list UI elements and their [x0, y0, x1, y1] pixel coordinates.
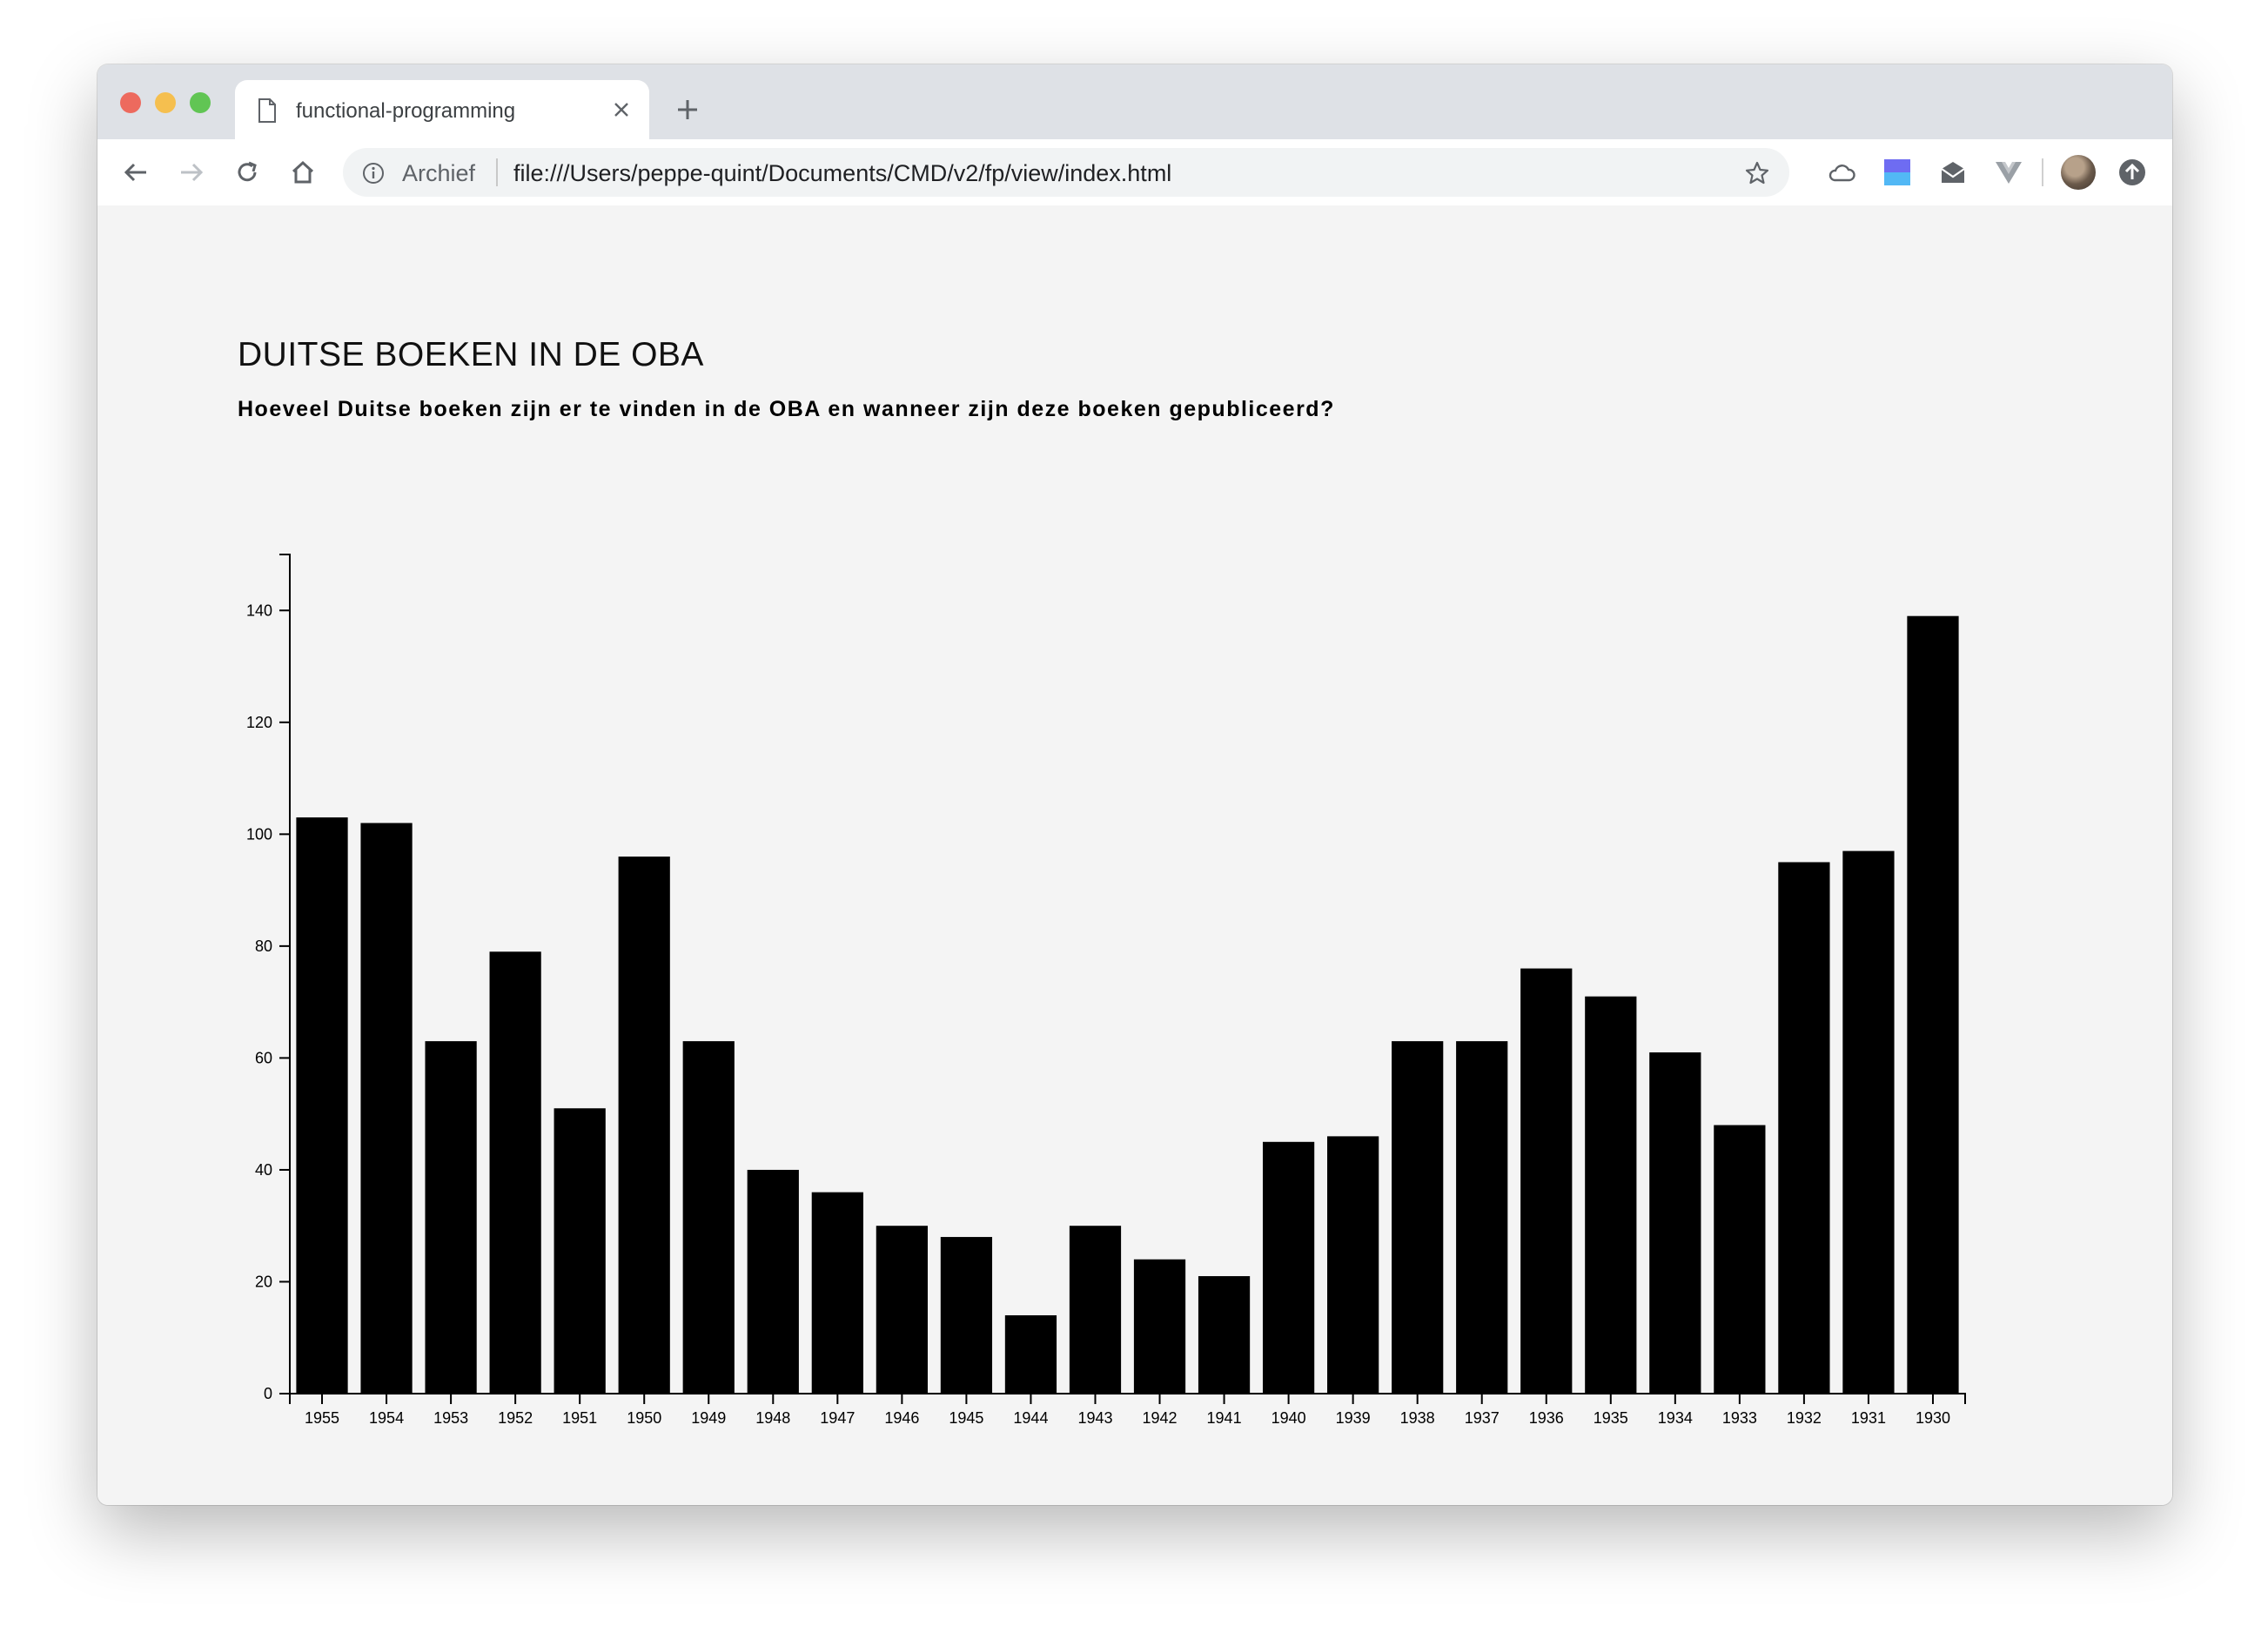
y-tick-label: 80 [255, 937, 272, 955]
x-tick-label: 1931 [1851, 1409, 1886, 1427]
x-axis-line [289, 1393, 1966, 1404]
bar-1941 [1198, 1276, 1251, 1394]
extension-square-icon[interactable] [1882, 157, 1913, 188]
address-separator [496, 158, 498, 186]
cloud-icon[interactable] [1826, 157, 1857, 188]
security-label: Archief [402, 160, 476, 186]
page-subtitle: Hoeveel Duitse boeken zijn er te vinden … [238, 397, 1335, 421]
bar-1932 [1778, 862, 1830, 1394]
x-tick-label: 1932 [1787, 1409, 1822, 1427]
mail-icon[interactable] [1937, 157, 1969, 188]
forward-icon[interactable] [176, 157, 207, 188]
x-tick-label: 1953 [433, 1409, 468, 1427]
close-window-button[interactable] [120, 92, 141, 113]
page-title: DUITSE BOEKEN IN DE OBA [238, 336, 704, 373]
x-tick-label: 1933 [1722, 1409, 1757, 1427]
vue-devtools-icon[interactable] [1993, 157, 2024, 188]
x-tick-label: 1954 [369, 1409, 404, 1427]
page-content: DUITSE BOEKEN IN DE OBA Hoeveel Duitse b… [97, 205, 2172, 1505]
url-text[interactable]: file:///Users/peppe-quint/Documents/CMD/… [513, 160, 1172, 186]
update-icon[interactable] [2117, 157, 2148, 188]
bar-1949 [682, 1041, 735, 1394]
profile-avatar[interactable] [2061, 155, 2096, 190]
x-tick-label: 1955 [305, 1409, 339, 1427]
bar-1940 [1262, 1141, 1315, 1394]
x-tick-label: 1942 [1142, 1409, 1177, 1427]
back-icon[interactable] [120, 157, 151, 188]
bar-1947 [811, 1192, 863, 1394]
close-tab-icon[interactable] [611, 99, 632, 120]
reload-icon[interactable] [231, 157, 263, 188]
bar-1950 [618, 857, 670, 1394]
new-tab-icon[interactable] [675, 97, 700, 122]
x-tick-label: 1943 [1077, 1409, 1112, 1427]
bar-1938 [1392, 1041, 1444, 1394]
bar-1954 [360, 823, 413, 1394]
x-tick-label: 1941 [1207, 1409, 1242, 1427]
x-tick-label: 1945 [949, 1409, 983, 1427]
x-tick-label: 1930 [1916, 1409, 1950, 1427]
x-tick-label: 1948 [755, 1409, 790, 1427]
x-tick-label: 1937 [1465, 1409, 1500, 1427]
bar-1935 [1585, 996, 1637, 1394]
tab-title: functional-programming [296, 99, 516, 123]
x-tick-label: 1951 [562, 1409, 597, 1427]
tab-strip: functional-programming [97, 64, 2172, 139]
bar-1945 [940, 1237, 993, 1394]
bar-1955 [296, 817, 348, 1394]
y-tick-label: 140 [246, 601, 272, 619]
bar-1948 [747, 1169, 799, 1394]
x-tick-label: 1938 [1400, 1409, 1435, 1427]
tab-functional-programming[interactable]: functional-programming [235, 80, 649, 139]
y-tick-label: 0 [264, 1385, 272, 1402]
bar-1939 [1327, 1136, 1379, 1394]
bar-1931 [1842, 850, 1895, 1394]
bar-1934 [1649, 1052, 1701, 1394]
bar-chart: 0 20 40 60 80 100 120 140 1955 1954 1953 1952 1951 19… [246, 554, 1966, 1427]
address-bar[interactable]: Archief file:///Users/peppe-quint/Docume… [343, 148, 1789, 197]
bar-1942 [1133, 1259, 1186, 1394]
toolbar-divider [2042, 158, 2043, 186]
y-tick-label: 20 [255, 1273, 272, 1290]
x-tick-label: 1946 [884, 1409, 919, 1427]
bar-1953 [425, 1041, 477, 1394]
bar-1951 [554, 1108, 606, 1394]
bar-1937 [1456, 1041, 1508, 1394]
bar-1944 [1004, 1315, 1057, 1394]
x-tick-label: 1935 [1594, 1409, 1628, 1427]
bar-1933 [1714, 1125, 1766, 1394]
home-icon[interactable] [287, 157, 319, 188]
browser-toolbar: Archief file:///Users/peppe-quint/Docume… [97, 139, 2172, 206]
y-tick-label: 120 [246, 714, 272, 731]
x-tick-label: 1936 [1529, 1409, 1564, 1427]
bar-1936 [1520, 968, 1573, 1394]
y-tick-label: 40 [255, 1161, 272, 1179]
bar-1943 [1069, 1226, 1122, 1394]
x-tick-label: 1940 [1272, 1409, 1306, 1427]
y-axis-line [279, 554, 291, 1394]
maximize-window-button[interactable] [190, 92, 211, 113]
bar-1946 [876, 1226, 928, 1394]
bar-1930 [1907, 615, 1959, 1394]
x-tick-label: 1950 [627, 1409, 661, 1427]
info-icon[interactable] [362, 162, 385, 185]
document-icon [258, 98, 276, 123]
x-tick-label: 1949 [691, 1409, 726, 1427]
x-tick-label: 1947 [820, 1409, 855, 1427]
minimize-window-button[interactable] [155, 92, 176, 113]
y-tick-label: 60 [255, 1049, 272, 1066]
x-tick-label: 1939 [1336, 1409, 1371, 1427]
x-tick-label: 1952 [498, 1409, 533, 1427]
browser-window: functional-programming [97, 64, 2172, 1505]
y-tick-label: 100 [246, 825, 272, 843]
bar-1952 [489, 951, 541, 1394]
bookmark-star-icon[interactable] [1744, 160, 1770, 186]
x-tick-label: 1944 [1013, 1409, 1048, 1427]
x-tick-label: 1934 [1658, 1409, 1693, 1427]
